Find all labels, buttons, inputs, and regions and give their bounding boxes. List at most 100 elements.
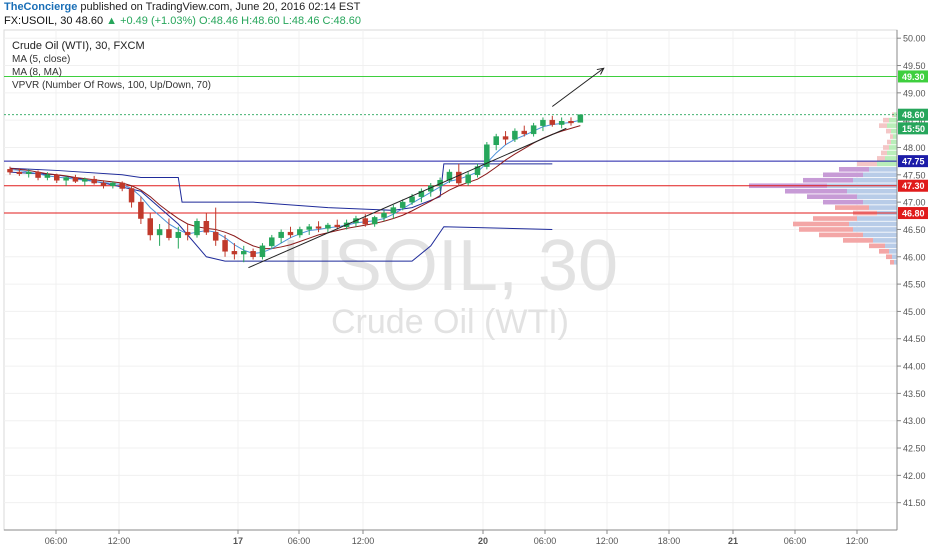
volume-bar-up bbox=[873, 238, 897, 243]
volume-bar-up bbox=[887, 123, 897, 128]
candle-body bbox=[409, 196, 415, 203]
candle-body bbox=[390, 207, 397, 214]
candle-body bbox=[568, 121, 574, 124]
volume-bar-up bbox=[857, 216, 897, 221]
candle-body bbox=[521, 130, 527, 135]
candle-body bbox=[175, 231, 182, 238]
candle-body bbox=[278, 231, 284, 238]
price-label-text: 48.60 bbox=[902, 110, 925, 120]
y-tick-label: 43.50 bbox=[903, 389, 926, 399]
volume-bar-up bbox=[892, 254, 897, 260]
candle-body bbox=[484, 144, 490, 167]
volume-bar-up bbox=[869, 167, 897, 172]
volume-bar-up bbox=[853, 177, 897, 183]
y-tick-label: 45.00 bbox=[903, 307, 926, 317]
price-label-text: 47.75 bbox=[902, 157, 925, 167]
candle-body bbox=[549, 119, 556, 125]
candle-body bbox=[371, 217, 378, 225]
candle-body bbox=[287, 231, 294, 236]
axes: 41.50 42.00 42.50 43.00 43.50 44.00 44.50 45.00… bbox=[4, 30, 926, 546]
candle-body bbox=[456, 171, 462, 184]
x-tick-label: 21 bbox=[728, 536, 738, 546]
x-tick-label: 06:00 bbox=[45, 536, 68, 546]
candle-body bbox=[418, 190, 425, 197]
legend-ma5[interactable]: MA (5, close) bbox=[12, 54, 71, 65]
price-label-box bbox=[898, 122, 928, 135]
drawings bbox=[248, 67, 605, 269]
watermark-symbol: USOIL, 30 bbox=[282, 226, 618, 306]
candle-body bbox=[241, 251, 247, 255]
candle-body bbox=[25, 171, 32, 174]
x-tick-label: 06:00 bbox=[534, 536, 557, 546]
channel-upper bbox=[9, 163, 553, 211]
volume-bar-down bbox=[883, 117, 889, 123]
volume-bar-up bbox=[889, 145, 897, 150]
volume-bar-up bbox=[891, 128, 897, 134]
volume-bar-up bbox=[894, 112, 897, 118]
volume-bar-down bbox=[883, 145, 889, 150]
price-change: ▲ +0.49 (+1.03%) bbox=[106, 15, 196, 27]
candle-body bbox=[250, 251, 256, 258]
candle-body bbox=[315, 226, 322, 229]
price-label-text: 49.30 bbox=[902, 72, 925, 82]
symbol-label[interactable]: FX:USOIL, 30 bbox=[4, 15, 73, 27]
volume-bar-down bbox=[857, 161, 877, 167]
publish-info: TheConcierge published on TradingView.co… bbox=[4, 1, 360, 13]
x-tick-label: 12:00 bbox=[352, 536, 375, 546]
candle-body bbox=[231, 251, 238, 255]
legend-ma8[interactable]: MA (8, MA) bbox=[12, 67, 63, 78]
candle-body bbox=[558, 121, 565, 125]
ohlc-values: O:48.46 H:48.60 L:48.46 C:48.60 bbox=[198, 15, 362, 27]
candle-body bbox=[119, 182, 125, 189]
candle-body bbox=[306, 226, 312, 230]
legend-vpvr[interactable]: VPVR (Number Of Rows, 100, Up/Down, 70) bbox=[12, 80, 211, 91]
volume-bar-up bbox=[853, 227, 897, 232]
horizontal-levels bbox=[4, 75, 897, 214]
y-tick-label: 43.00 bbox=[903, 416, 926, 426]
candle-body bbox=[577, 114, 584, 123]
volume-bar-up bbox=[893, 134, 897, 139]
volume-bar-down bbox=[881, 150, 887, 156]
candle-body bbox=[128, 188, 135, 203]
author-link[interactable]: TheConcierge bbox=[4, 1, 78, 13]
volume-bar-down bbox=[879, 123, 887, 128]
chart-watermark: USOIL, 30 Crude Oil (WTI) bbox=[282, 226, 618, 341]
y-tick-label: 41.50 bbox=[903, 498, 926, 508]
candle-body bbox=[203, 221, 210, 233]
candle-body bbox=[166, 229, 172, 238]
volume-bar-up bbox=[891, 139, 897, 145]
candle-body bbox=[474, 166, 481, 176]
y-tick-label: 49.00 bbox=[903, 88, 926, 98]
price-label-box bbox=[898, 207, 928, 220]
arrow-line bbox=[552, 67, 605, 107]
volume-bar-down bbox=[819, 232, 863, 238]
candle-body bbox=[54, 174, 60, 181]
y-tick-label: 49.50 bbox=[903, 61, 926, 71]
volume-bar-down bbox=[879, 248, 889, 254]
volume-bar-up bbox=[885, 156, 897, 161]
volume-bar-down bbox=[803, 177, 853, 183]
volume-bar-up bbox=[849, 221, 897, 227]
volume-bar-down bbox=[823, 172, 863, 178]
candle-body bbox=[381, 212, 387, 218]
x-tick-label: 06:00 bbox=[784, 536, 807, 546]
publish-text: published on TradingView.com, June 20, 2… bbox=[77, 1, 361, 13]
volume-bar-up bbox=[889, 248, 897, 254]
y-tick-label: 42.50 bbox=[903, 444, 926, 454]
volume-bar-up bbox=[894, 259, 897, 265]
candle-body bbox=[147, 218, 153, 236]
chart-legend: Crude Oil (WTI), 30, FXCM MA (5, close) … bbox=[12, 40, 211, 92]
volume-bar-down bbox=[890, 134, 893, 139]
volume-bar-down bbox=[785, 188, 847, 194]
price-label-text: 46.80 bbox=[902, 209, 925, 219]
arrow-head bbox=[596, 67, 605, 75]
price-labels: 49.30 48.60 15:50 47.75 47.30 46.80 bbox=[898, 70, 928, 220]
volume-bar-down bbox=[839, 167, 869, 172]
y-tick-label: 44.50 bbox=[903, 334, 926, 344]
volume-profile bbox=[749, 112, 897, 265]
candle-body bbox=[446, 171, 453, 181]
candle-body bbox=[63, 177, 69, 181]
price-label-text: 47.30 bbox=[902, 181, 925, 191]
volume-bar-up bbox=[869, 205, 897, 210]
